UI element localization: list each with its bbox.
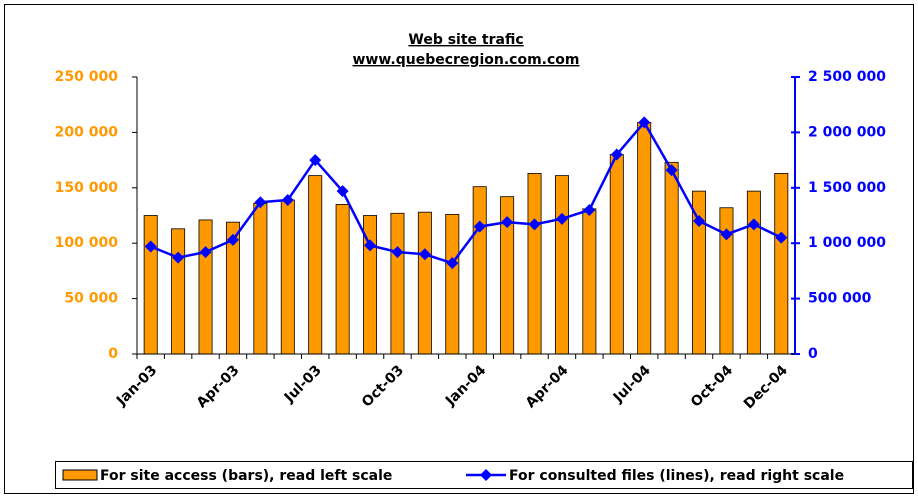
line-marker [309,154,322,167]
y-tick-label: 50 000 [64,291,118,307]
chart-title: Web site trafic [408,32,523,48]
legend-swatch [62,469,98,481]
line-marker [336,185,349,198]
bar [582,208,597,355]
line-marker [254,196,267,209]
y-tick-label: 250 000 [55,69,119,85]
y2-tick-label: 1 500 000 [808,180,886,196]
line-marker [638,116,651,129]
line-marker [775,231,788,244]
line-marker [391,246,404,259]
y2-tick-label: 2 000 000 [808,124,886,140]
line-marker [281,193,294,206]
chart-subtitle: www.quebecregion.com.com [353,52,580,68]
line-marker [693,215,706,228]
y2-tick-label: 2 500 000 [808,69,886,85]
line-marker [555,212,568,225]
legend-label: For consulted files (lines), read right … [509,468,844,484]
bar [637,122,652,355]
bar [445,213,460,355]
line-marker [172,251,185,264]
line-marker [501,216,514,229]
line-marker [446,257,459,270]
y2-tick-label: 500 000 [808,291,872,307]
bar [774,172,789,355]
line-marker [418,248,431,261]
bar [143,215,158,355]
y2-tick-label: 0 [808,346,818,362]
y-tick-label: 200 000 [55,124,119,140]
line-marker [364,239,377,252]
line-marker [747,218,760,231]
y-tick-label: 150 000 [55,180,119,196]
y-tick-label: 100 000 [55,235,119,251]
bar [609,154,624,355]
legend-swatch [480,469,492,481]
bar [746,190,761,355]
bar [664,161,679,355]
line-marker [610,148,623,161]
bar [390,212,405,355]
line-marker [144,240,157,253]
line-marker [665,164,678,177]
bar [472,186,487,355]
bar [527,172,542,355]
bar [308,175,323,355]
line-marker [199,246,212,259]
bar [554,175,569,355]
bar [280,199,295,355]
legend-label: For site access (bars), read left scale [100,468,392,484]
bar [253,202,268,355]
bar [198,219,213,355]
line-marker [473,220,486,233]
y2-tick-label: 1 000 000 [808,235,886,251]
line-marker [583,203,596,216]
bar [335,204,350,355]
bar [417,211,432,355]
y-tick-label: 0 [108,346,118,362]
bar [171,228,186,355]
line-marker [226,233,239,246]
line-marker [720,228,733,241]
line [150,120,782,265]
line-marker [528,218,541,231]
